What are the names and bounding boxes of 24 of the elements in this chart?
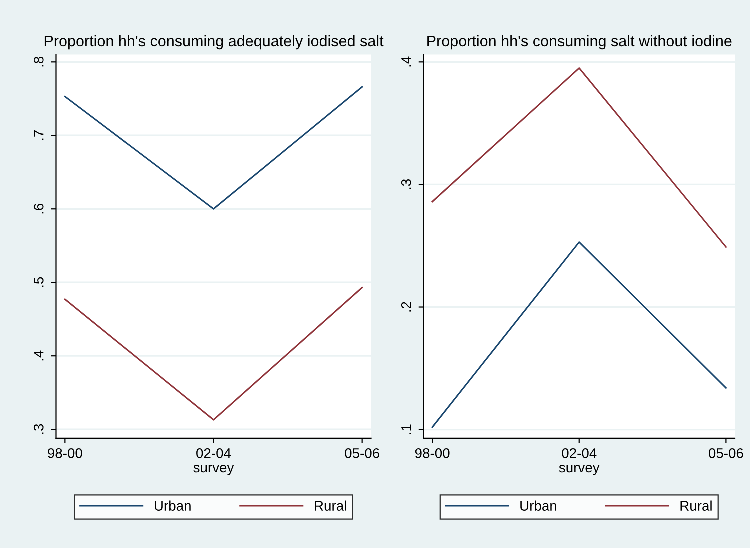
x-tick-label: 05-06 <box>345 448 380 458</box>
y-tick-label: .6 <box>34 204 44 214</box>
y-tick-label: .4 <box>402 56 412 67</box>
x-tick-label: 05-06 <box>708 448 744 458</box>
y-tick-label: .7 <box>34 130 44 140</box>
legend-label: Rural <box>680 500 712 511</box>
legend-label: Urban <box>520 500 556 511</box>
x-axis-title: survey <box>559 465 600 476</box>
y-tick-label: .8 <box>34 56 44 67</box>
x-axis-title: survey <box>194 465 234 476</box>
y-tick-label: .3 <box>34 424 44 434</box>
legend-label: Urban <box>155 500 191 511</box>
y-tick-label: .5 <box>34 277 44 288</box>
chart-title: Proportion hh's consuming salt without iodine <box>428 35 732 50</box>
chart-title: Proportion hh's consuming adequately iodised salt <box>44 35 384 50</box>
y-tick-label: .3 <box>401 180 412 190</box>
legend-label: Rural <box>315 500 346 511</box>
x-tick-label: 98-00 <box>415 448 450 458</box>
y-tick-label: .1 <box>402 424 412 434</box>
x-tick-label: 02-04 <box>562 448 597 458</box>
x-tick-label: 98-00 <box>48 448 82 458</box>
y-tick-label: .4 <box>34 350 44 361</box>
y-tick-label: .2 <box>401 302 412 312</box>
x-tick-label: 02-04 <box>196 448 232 458</box>
